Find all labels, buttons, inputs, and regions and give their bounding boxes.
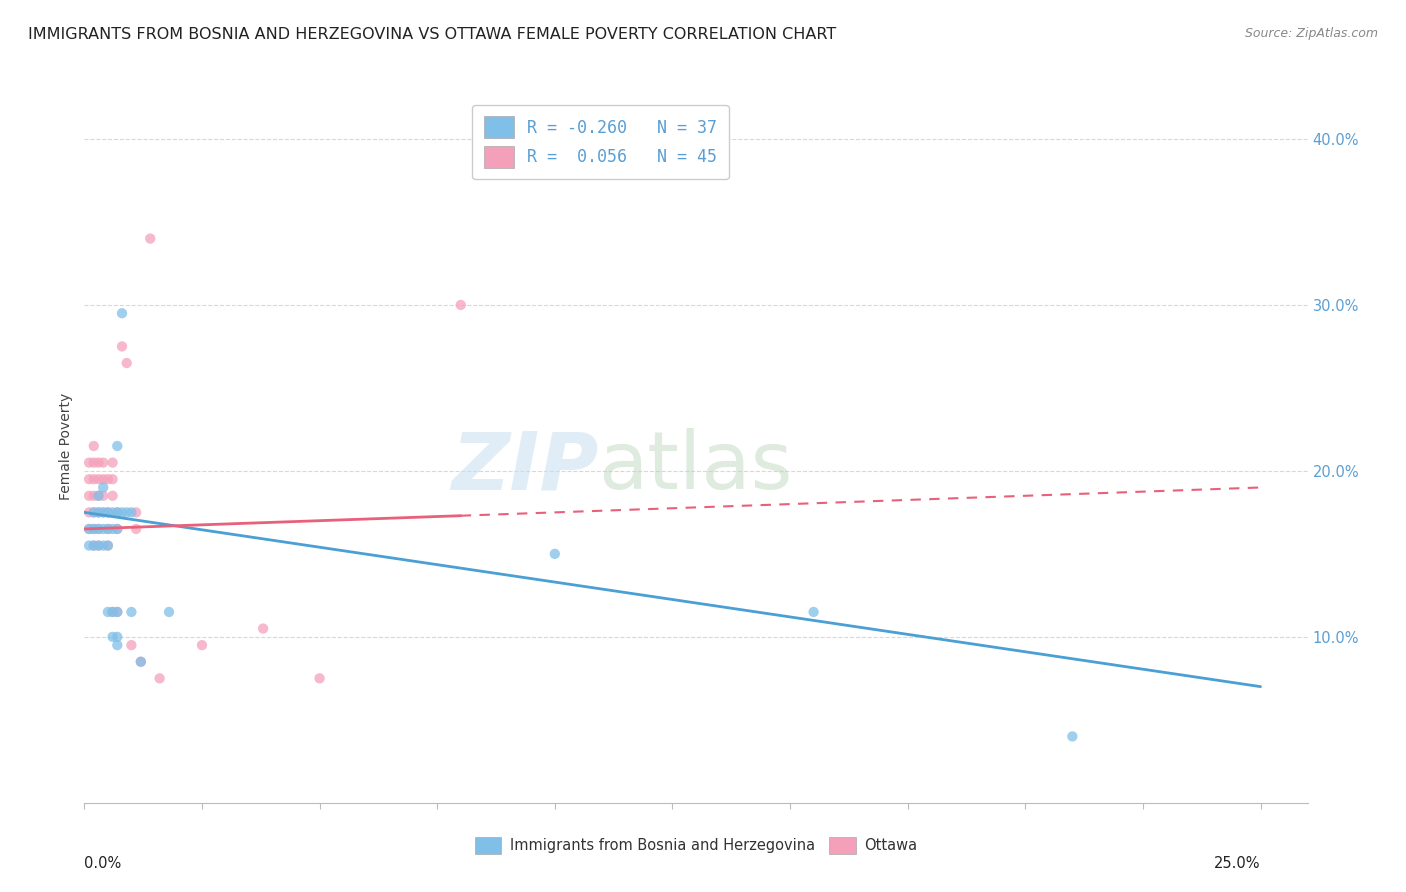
Point [87,539,110,553]
Point [91,489,114,503]
Point [83,505,105,519]
Point [101,605,124,619]
Point [83,505,105,519]
Point [101,489,124,503]
Point [83,472,105,486]
Point [97,505,120,519]
Point [1062,730,1084,744]
Point [87,522,110,536]
Point [101,522,124,536]
Point [105,439,128,453]
Point [97,539,120,553]
Point [252,622,274,636]
Point [125,505,148,519]
Point [83,539,105,553]
Text: Source: ZipAtlas.com: Source: ZipAtlas.com [1244,27,1378,40]
Point [97,605,120,619]
Point [111,306,134,320]
Point [120,638,142,652]
Point [97,539,120,553]
Text: 25.0%: 25.0% [1213,856,1261,871]
Point [111,339,134,353]
Point [149,671,172,685]
Point [77,505,100,519]
Point [87,505,110,519]
Point [111,505,134,519]
Point [157,605,180,619]
Point [77,472,100,486]
Point [105,605,128,619]
Point [77,539,100,553]
Point [97,522,120,536]
Point [87,489,110,503]
Point [101,505,124,519]
Point [105,605,128,619]
Point [87,539,110,553]
Point [115,356,138,370]
Point [87,489,110,503]
Point [101,630,124,644]
Point [97,505,120,519]
Point [101,472,124,486]
Point [83,489,105,503]
Point [83,439,105,453]
Point [83,539,105,553]
Point [91,505,114,519]
Point [97,472,120,486]
Point [91,522,114,536]
Point [91,456,114,470]
Point [308,671,330,685]
Point [97,522,120,536]
Text: IMMIGRANTS FROM BOSNIA AND HERZEGOVINA VS OTTAWA FEMALE POVERTY CORRELATION CHAR: IMMIGRANTS FROM BOSNIA AND HERZEGOVINA V… [28,27,837,42]
Point [105,522,128,536]
Point [105,505,128,519]
Point [87,456,110,470]
Point [544,547,567,561]
Text: ZIP: ZIP [451,428,598,507]
Point [129,655,152,669]
Point [120,505,142,519]
Y-axis label: Female Poverty: Female Poverty [59,392,73,500]
Point [115,505,138,519]
Point [77,456,100,470]
Text: 0.0%: 0.0% [84,856,121,871]
Point [105,638,128,652]
Point [105,522,128,536]
Point [125,522,148,536]
Point [91,472,114,486]
Point [77,522,100,536]
Point [191,638,214,652]
Point [87,522,110,536]
Point [139,231,162,245]
Point [87,505,110,519]
Point [101,456,124,470]
Point [83,456,105,470]
Point [91,505,114,519]
Point [87,472,110,486]
Point [101,605,124,619]
Point [83,522,105,536]
Legend: Immigrants from Bosnia and Herzegovina, Ottawa: Immigrants from Bosnia and Herzegovina, … [468,831,924,860]
Point [105,505,128,519]
Text: atlas: atlas [598,428,793,507]
Point [450,298,472,312]
Point [129,655,152,669]
Point [105,630,128,644]
Point [91,539,114,553]
Point [77,522,100,536]
Point [83,522,105,536]
Point [803,605,825,619]
Point [91,481,114,495]
Point [77,489,100,503]
Point [120,605,142,619]
